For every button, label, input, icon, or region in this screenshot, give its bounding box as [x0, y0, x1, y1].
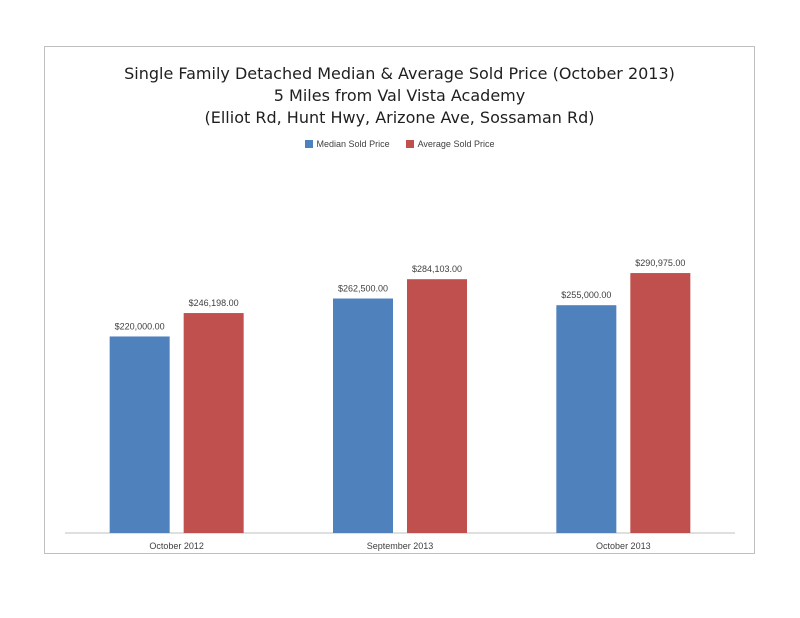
- chart-title-line-3: (Elliot Rd, Hunt Hwy, Arizone Ave, Sossa…: [204, 108, 595, 127]
- chart-frame: Single Family Detached Median & Average …: [44, 46, 755, 554]
- data-label-median-2: $255,000.00: [561, 290, 611, 300]
- chart-legend: Median Sold Price Average Sold Price: [45, 139, 754, 149]
- data-label-median-1: $262,500.00: [338, 284, 388, 294]
- data-label-average-0: $246,198.00: [189, 298, 239, 308]
- x-tick-label-1: September 2013: [367, 541, 434, 551]
- bar-average-1: [407, 279, 467, 533]
- x-tick-label-0: October 2012: [149, 541, 204, 551]
- data-label-median-0: $220,000.00: [115, 321, 165, 331]
- plot-area: $220,000.00 $246,198.00 October 2012 $262,5…: [65, 258, 735, 551]
- data-label-average-2: $290,975.00: [635, 258, 685, 268]
- bar-median-1: [333, 298, 393, 533]
- legend-label-average: Average Sold Price: [417, 139, 495, 149]
- bar-average-2: [630, 273, 691, 533]
- legend-item-median: Median Sold Price: [304, 139, 390, 149]
- x-tick-label-2: October 2013: [596, 541, 651, 551]
- legend-item-average: Average Sold Price: [405, 139, 495, 149]
- chart-title: Single Family Detached Median & Average …: [45, 63, 754, 129]
- legend-swatch-average: [405, 140, 414, 148]
- data-label-average-1: $284,103.00: [412, 264, 462, 274]
- chart-title-line-2: 5 Miles from Val Vista Academy: [273, 86, 526, 105]
- legend-swatch-median: [304, 140, 313, 148]
- bar-median-2: [556, 305, 617, 533]
- bar-median-0: [109, 336, 170, 533]
- legend-label-median: Median Sold Price: [316, 139, 390, 149]
- bar-average-0: [183, 313, 244, 533]
- chart-title-line-1: Single Family Detached Median & Average …: [124, 64, 675, 83]
